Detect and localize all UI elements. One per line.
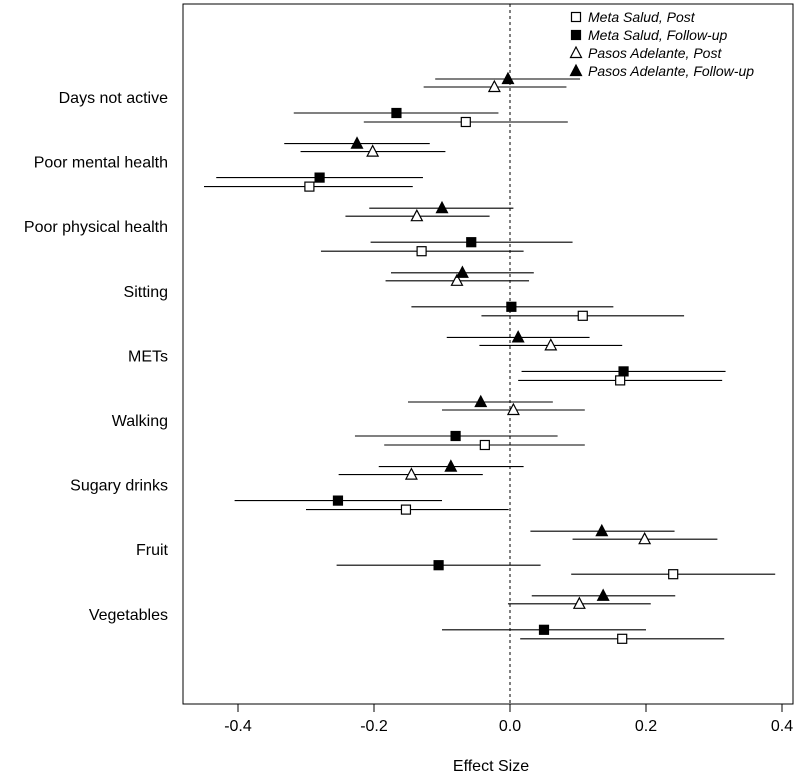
point-estimate	[638, 531, 652, 545]
legend-marker	[569, 63, 583, 77]
data-marks	[204, 71, 776, 644]
point-estimate	[455, 265, 469, 278]
x-tick-label: -0.4	[224, 718, 252, 735]
legend-marker	[570, 11, 582, 23]
point-estimate	[538, 624, 550, 635]
point-estimate	[466, 237, 477, 248]
category-label: METs	[128, 348, 168, 365]
category-label: Days not active	[59, 90, 168, 107]
category-label: Fruit	[136, 542, 169, 559]
point-estimate	[479, 439, 490, 451]
legend-marker	[569, 45, 583, 59]
point-estimate	[450, 430, 461, 442]
point-estimate	[474, 394, 488, 408]
point-estimate	[433, 560, 444, 571]
plot-frame	[182, 3, 794, 705]
point-estimate	[400, 504, 412, 515]
category-label: Vegetables	[89, 607, 168, 624]
point-estimate	[487, 79, 501, 93]
point-estimate	[435, 200, 449, 214]
x-tick-label: -0.2	[360, 718, 388, 735]
point-estimate	[596, 588, 610, 601]
point-estimate	[595, 523, 609, 537]
category-labels: Days not active Poor mental health Poor ph…	[24, 90, 169, 624]
point-estimate	[615, 375, 626, 386]
point-estimate	[544, 338, 558, 351]
x-tick-label: 0.2	[635, 718, 657, 735]
legend-entry: Meta Salud, Follow-up	[588, 27, 728, 43]
category-label: Poor mental health	[34, 155, 168, 172]
point-estimate	[366, 144, 380, 157]
x-axis: -0.4 -0.2 0.0 0.2 0.4	[224, 704, 793, 735]
legend-entry: Meta Salud, Post	[588, 9, 696, 25]
point-estimate	[577, 310, 588, 321]
point-estimate	[404, 467, 418, 480]
point-estimate	[391, 107, 402, 119]
point-estimate	[460, 116, 471, 128]
point-estimate	[444, 459, 458, 472]
category-label: Sitting	[124, 284, 168, 301]
point-estimate	[314, 172, 325, 183]
point-estimate	[506, 402, 520, 416]
point-estimate	[506, 301, 517, 312]
point-estimate	[511, 330, 525, 343]
point-estimate	[416, 246, 427, 257]
point-estimate	[332, 495, 344, 506]
point-estimate	[572, 596, 586, 609]
x-tick-label: 0.0	[499, 718, 521, 735]
x-tick-label: 0.4	[771, 718, 793, 735]
legend: Meta Salud, Post Meta Salud, Follow-up Pas…	[569, 9, 754, 79]
legend-marker	[570, 29, 582, 41]
x-axis-label: Effect Size	[453, 758, 529, 775]
category-label: Sugary drinks	[70, 478, 168, 495]
point-estimate	[410, 208, 424, 222]
point-estimate	[501, 71, 515, 85]
point-estimate	[304, 181, 315, 192]
legend-entry: Pasos Adelante, Post	[588, 45, 722, 61]
point-estimate	[350, 136, 364, 149]
point-estimate	[618, 366, 629, 377]
point-estimate	[450, 273, 464, 286]
category-label: Walking	[112, 413, 168, 430]
legend-entry: Pasos Adelante, Follow-up	[588, 63, 754, 79]
category-label: Poor physical health	[24, 219, 168, 236]
point-estimate	[668, 569, 679, 580]
point-estimate	[617, 633, 628, 644]
